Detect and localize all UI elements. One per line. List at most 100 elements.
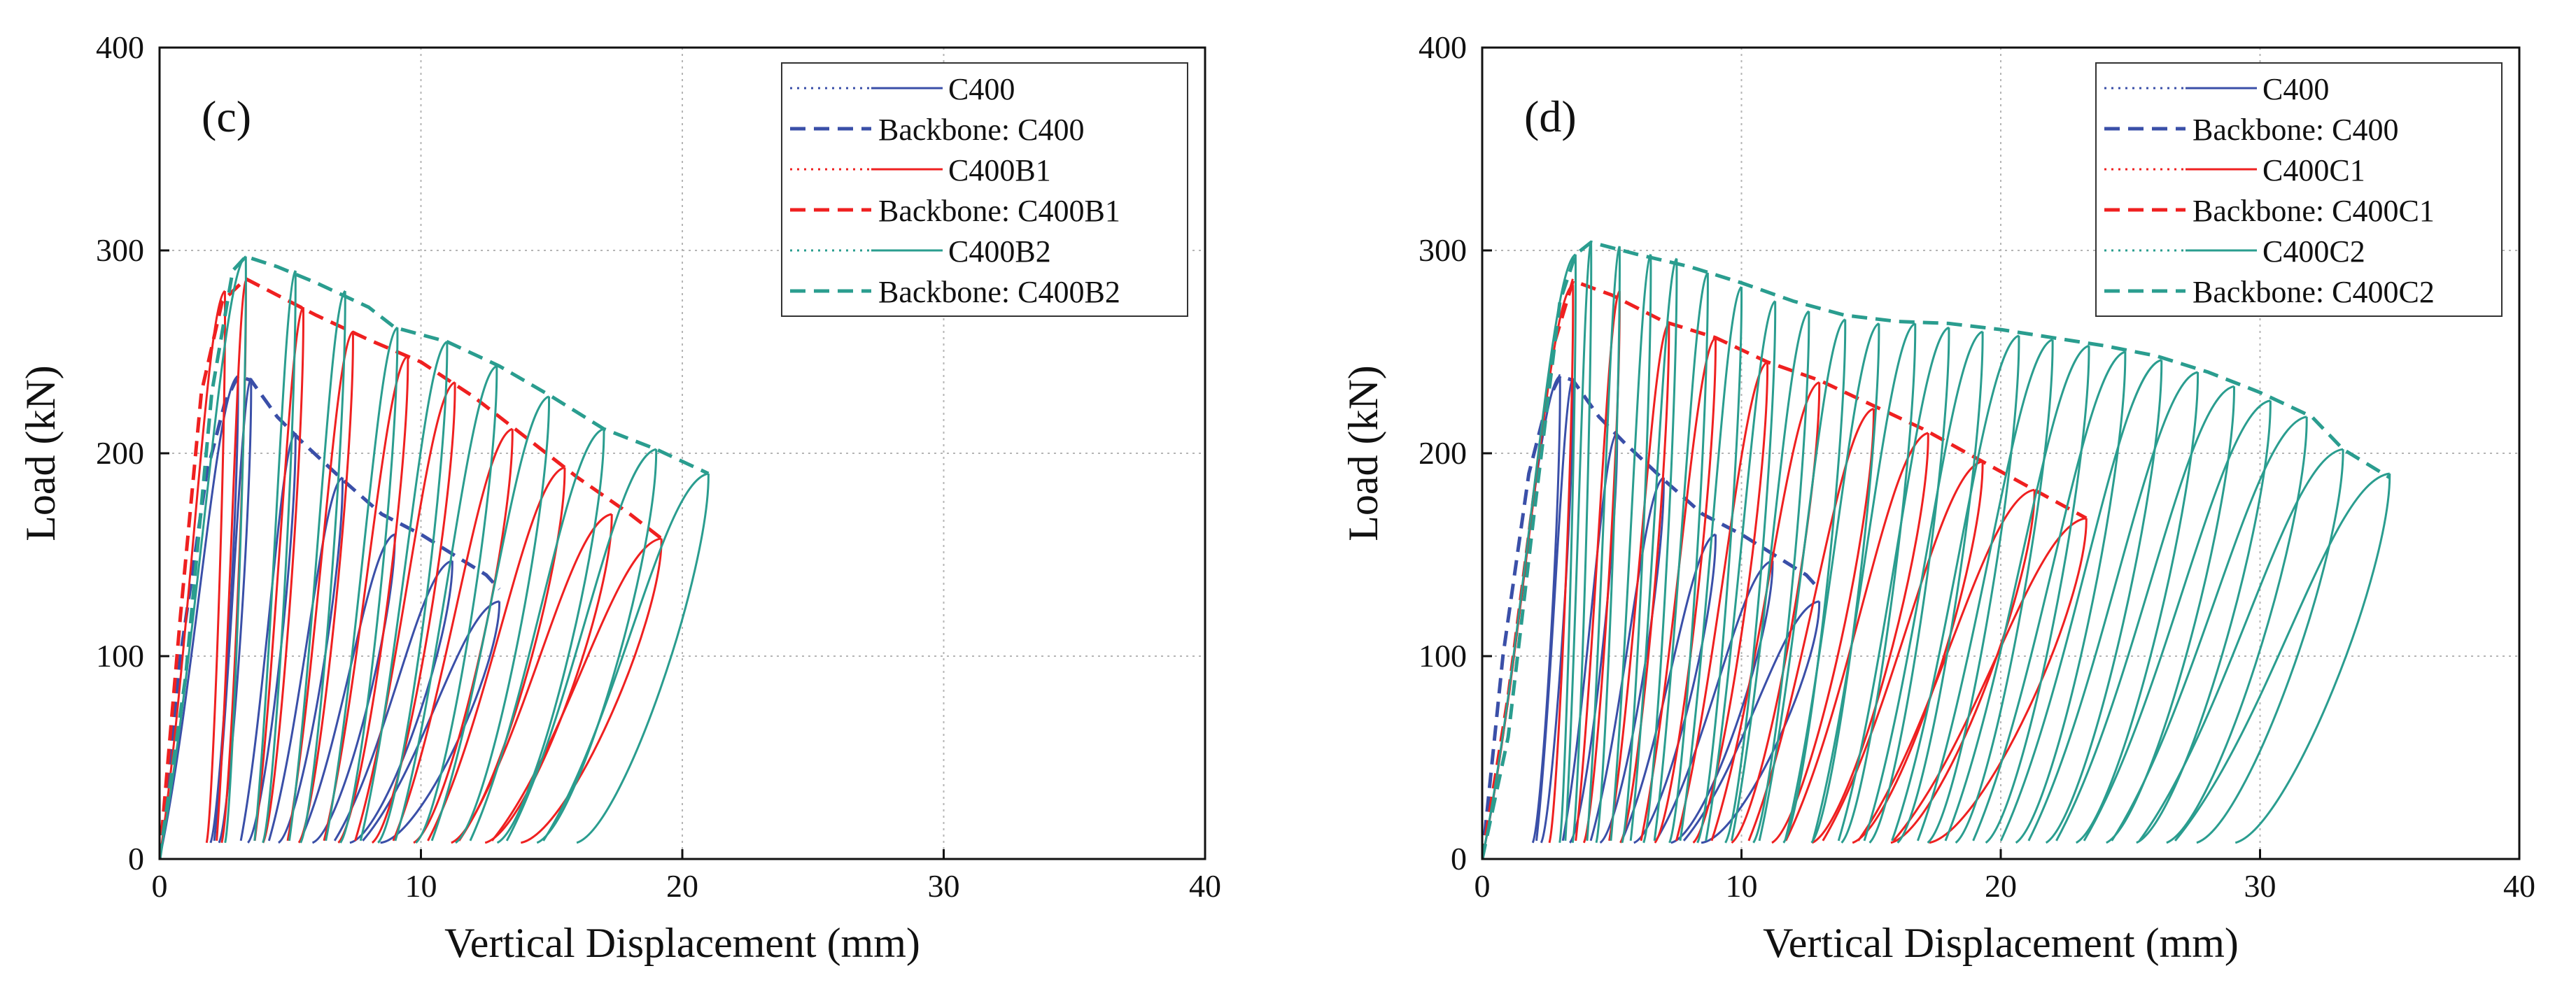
loop-loading-C400C1-1 (1575, 290, 1621, 842)
y-tick-label: 400 (1419, 29, 1467, 65)
y-tick-label: 0 (1451, 841, 1467, 876)
loop-loading-C400C2-22 (2111, 416, 2307, 842)
loop-loading-C400B1-1 (216, 280, 247, 842)
loop-loading-C400-5 (333, 560, 453, 842)
loop-unloading-C400C2-0 (1558, 254, 1577, 844)
loop-unloading-C400C2-3 (1621, 254, 1652, 844)
loop-unloading-C400C2-11 (1840, 323, 1917, 844)
loop-loading-C400B1-6 (392, 427, 513, 842)
legend-label: Backbone: C400C2 (2193, 275, 2435, 309)
loop-loading-C400C1-7 (1785, 432, 1929, 842)
series-backbone-Backbone: C400B1 (160, 276, 663, 859)
loop-unloading-C400B2-2 (300, 290, 346, 844)
loop-loading-C400C2-5 (1653, 271, 1709, 842)
loop-loading-C400C2-20 (2055, 385, 2234, 842)
loop-unloading-C400-5 (1670, 560, 1774, 844)
loop-loading-C400-2 (1561, 432, 1618, 842)
legend-box (781, 62, 1188, 317)
x-tick-label: 20 (1985, 868, 2017, 904)
loop-loading-C400B1-5 (354, 381, 456, 842)
legend-label: Backbone: C400B1 (878, 194, 1120, 228)
loop-loading-C400B2-7 (469, 427, 605, 842)
loop-loading-C400C2-2 (1586, 246, 1621, 842)
loop-loading-C400C2-1 (1564, 241, 1593, 841)
loop-unloading-C400C2-16 (1985, 346, 2090, 844)
x-tick-label: 40 (1189, 868, 1221, 904)
legend-label: C400C2 (2262, 234, 2365, 269)
loop-unloading-C400C1-7 (1811, 432, 1929, 844)
loop-unloading-C400C2-22 (2166, 416, 2308, 844)
loop-unloading-C400C2-17 (2015, 351, 2127, 844)
loop-loading-C400B1-2 (253, 306, 304, 842)
loop-unloading-C400C2-14 (1927, 335, 2020, 844)
loop-unloading-C400C1-5 (1731, 382, 1821, 844)
loop-loading-C400C2-17 (1972, 350, 2126, 842)
loop-unloading-C400C2-1 (1571, 242, 1593, 844)
legend-label: C400 (2262, 72, 2329, 106)
legend-label: Backbone: C400C1 (2193, 194, 2435, 228)
loop-loading-C400-5 (1654, 560, 1773, 842)
x-tick-label: 10 (1726, 868, 1758, 904)
loop-unloading-C400C1-9 (1890, 490, 2036, 844)
loop-loading-C400C2-4 (1629, 257, 1678, 842)
loop-loading-C400C1-4 (1675, 361, 1768, 842)
x-tick-label: 0 (152, 868, 168, 904)
x-axis-label: Vertical Displacement (mm) (444, 920, 920, 966)
loop-loading-C400-3 (267, 476, 344, 842)
legend-label: C400B2 (948, 234, 1051, 269)
loop-unloading-C400-0 (209, 376, 239, 844)
loop-loading-C400-6 (362, 600, 500, 842)
loop-unloading-C400B2-0 (224, 256, 247, 844)
loop-loading-C400-0 (160, 375, 239, 859)
loop-loading-C400B2-3 (325, 326, 398, 842)
loop-loading-C400B2-8 (505, 448, 657, 842)
loop-unloading-C400B2-3 (339, 327, 399, 844)
y-axis-label: Load (kN) (1340, 365, 1386, 541)
loop-unloading-C400B1-9 (521, 538, 663, 844)
series-backbone-Backbone: C400C2 (1482, 240, 2391, 859)
legend-label: C400 (948, 72, 1015, 106)
loop-loading-C400C2-13 (1863, 330, 1983, 842)
loop-loading-C400C2-23 (2139, 448, 2344, 842)
loop-unloading-C400C1-0 (1548, 285, 1575, 844)
legend-label: Backbone: C400 (878, 113, 1085, 147)
x-tick-label: 0 (1474, 868, 1491, 904)
loop-loading-C400C2-21 (2083, 399, 2271, 842)
loop-unloading-C400B2-5 (415, 366, 498, 844)
loop-loading-C400B1-7 (427, 466, 565, 842)
loop-loading-C400B2-6 (430, 395, 550, 842)
loop-loading-C400-1 (1535, 377, 1574, 842)
y-tick-label: 0 (128, 841, 144, 876)
x-tick-label: 20 (666, 868, 698, 904)
loop-loading-C400B2-2 (288, 290, 346, 842)
loop-unloading-C400B2-7 (496, 429, 605, 844)
loop-loading-C400C2-3 (1610, 253, 1652, 842)
x-tick-label: 40 (2503, 868, 2535, 904)
loop-loading-C400B2-5 (394, 364, 498, 842)
loop-loading-C400C2-18 (1999, 359, 2162, 842)
y-tick-label: 300 (96, 232, 144, 268)
plot-area (1482, 240, 2391, 859)
loop-unloading-C400C2-20 (2106, 386, 2235, 844)
series-cyclic-C400C2 (1482, 241, 2391, 859)
loop-unloading-C400B2-9 (576, 473, 710, 844)
loop-loading-C400B2-1 (253, 269, 297, 842)
x-tick-label: 30 (2244, 868, 2276, 904)
loop-unloading-C400-1 (1540, 378, 1575, 844)
loop-unloading-C400C2-5 (1668, 272, 1709, 844)
legend-label: Backbone: C400B2 (878, 275, 1120, 309)
loop-loading-C400C2-11 (1812, 322, 1916, 842)
loop-unloading-C400C2-2 (1595, 246, 1621, 844)
legend: C400 Backbone: C400 C400C1 Backbone: C400C1… (2095, 62, 2503, 317)
loop-loading-C400C2-8 (1730, 310, 1810, 842)
x-tick-label: 10 (405, 868, 437, 904)
loop-unloading-C400C2-15 (1955, 339, 2054, 844)
loop-loading-C400C2-24 (2174, 472, 2390, 842)
loop-unloading-C400B2-8 (536, 449, 658, 844)
loop-loading-C400-4 (1621, 533, 1717, 842)
loop-unloading-C400C1-10 (1929, 518, 2088, 844)
loop-loading-C400C2-6 (1679, 285, 1743, 842)
loop-unloading-C400C2-24 (2234, 473, 2391, 844)
